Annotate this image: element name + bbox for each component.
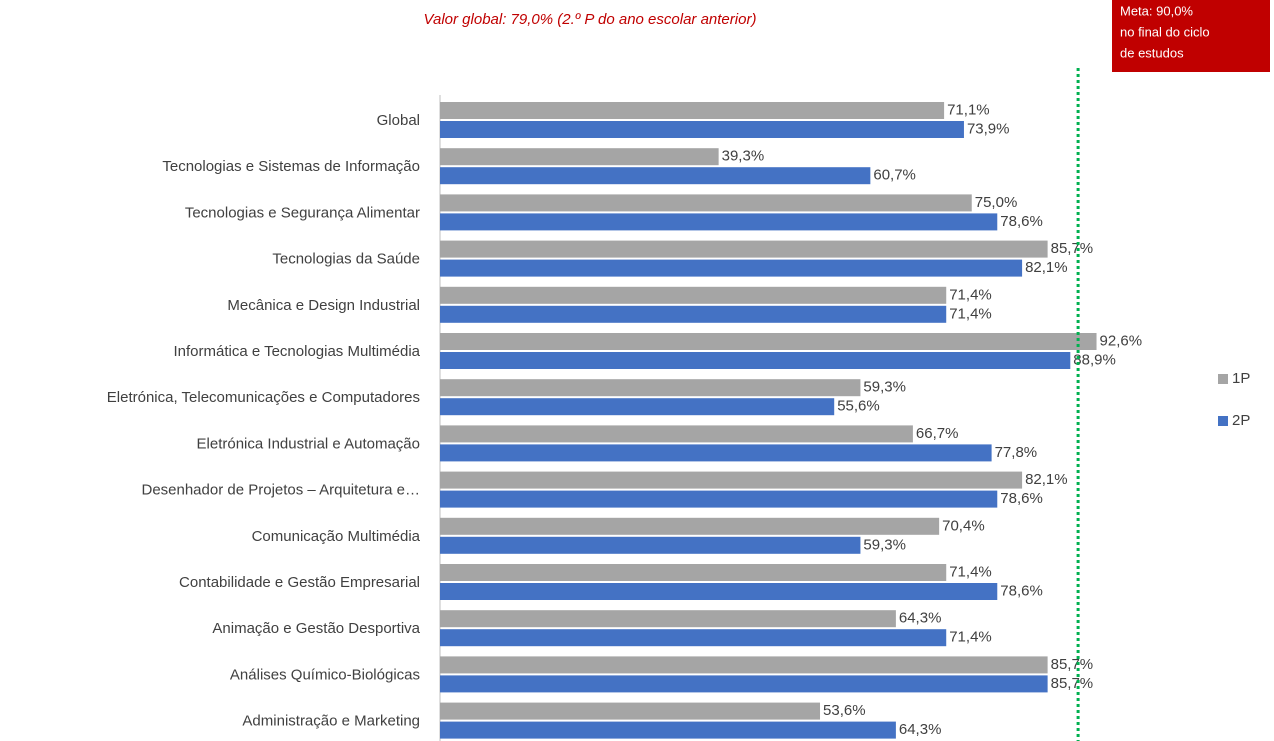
value-label: 70,4% (942, 517, 985, 534)
target-note: no final do ciclo (1120, 24, 1210, 39)
bar (440, 490, 998, 508)
value-label: 78,6% (1000, 490, 1043, 507)
value-label: 60,7% (873, 167, 916, 184)
y-tick-label: Tecnologias e Segurança Alimentar (185, 204, 420, 221)
value-label: 85,7% (1051, 240, 1094, 257)
y-tick-label: Análises Químico-Biológicas (230, 666, 420, 683)
y-tick-label: Global (377, 112, 420, 129)
legend-swatch (1218, 416, 1228, 426)
bar (440, 286, 947, 304)
bar (440, 721, 896, 739)
value-label: 71,4% (949, 286, 992, 303)
legend-swatch (1218, 374, 1228, 384)
value-label: 59,3% (863, 379, 906, 396)
y-tick-label: Contabilidade e Gestão Empresarial (179, 574, 420, 591)
bar (440, 444, 992, 462)
bar (440, 656, 1048, 674)
bar (440, 675, 1048, 693)
value-label: 85,7% (1051, 675, 1094, 692)
value-label: 82,1% (1025, 471, 1068, 488)
bar (440, 564, 947, 581)
legend-label: 2P (1232, 412, 1250, 429)
value-label: 64,3% (899, 610, 942, 627)
value-label: 64,3% (899, 721, 942, 738)
y-tick-label: Desenhador de Projetos – Arquitetura e… (141, 482, 420, 499)
y-tick-label: Administração e Marketing (242, 713, 420, 730)
value-label: 78,6% (1000, 213, 1043, 230)
bar (440, 379, 861, 397)
y-tick-label: Eletrónica, Telecomunicações e Computado… (107, 389, 420, 406)
bar (440, 517, 940, 535)
value-label: 73,9% (967, 120, 1010, 137)
value-label: 53,6% (823, 702, 866, 719)
value-label: 82,1% (1025, 259, 1068, 276)
value-label: 77,8% (995, 444, 1038, 461)
bar (440, 610, 896, 628)
value-label: 71,1% (947, 101, 990, 118)
bar (440, 259, 1023, 277)
legend-label: 1P (1232, 370, 1250, 387)
bar (440, 583, 998, 600)
target-note: Meta: 90,0% (1120, 3, 1193, 18)
bar (440, 102, 945, 119)
bar (440, 352, 1071, 369)
bar (440, 194, 972, 212)
y-tick-label: Comunicação Multimédia (252, 528, 421, 545)
y-tick-label: Tecnologias e Sistemas de Informação (162, 158, 420, 175)
target-note: de estudos (1120, 45, 1184, 60)
bar (440, 167, 871, 185)
value-label: 71,4% (949, 563, 992, 580)
bar (440, 702, 821, 720)
y-tick-label: Eletrónica Industrial e Automação (197, 435, 420, 452)
bar (440, 425, 913, 443)
bar (440, 398, 835, 416)
value-label: 78,6% (1000, 582, 1043, 599)
bar (440, 333, 1097, 350)
y-tick-label: Mecânica e Design Industrial (227, 297, 420, 314)
y-tick-label: Informática e Tecnologias Multimédia (173, 343, 420, 360)
value-label: 92,6% (1100, 332, 1143, 349)
value-label: 59,3% (863, 536, 906, 553)
value-label: 66,7% (916, 425, 959, 442)
bar (440, 471, 1023, 489)
value-label: 39,3% (722, 148, 765, 165)
y-tick-label: Animação e Gestão Desportiva (212, 620, 420, 637)
bar (440, 213, 998, 231)
value-label: 71,4% (949, 629, 992, 646)
y-tick-label: Tecnologias da Saúde (272, 251, 420, 268)
value-label: 88,9% (1073, 351, 1116, 368)
bar (440, 629, 947, 647)
bar (440, 305, 947, 323)
value-label: 55,6% (837, 398, 880, 415)
value-label: 75,0% (975, 194, 1018, 211)
value-label: 85,7% (1051, 656, 1094, 673)
bar (440, 240, 1048, 258)
target-box (1112, 0, 1270, 72)
chart-title: Valor global: 79,0% (2.º P do ano escola… (424, 11, 757, 28)
bar (440, 536, 861, 554)
bar (440, 148, 719, 166)
bar (440, 121, 964, 138)
value-label: 71,4% (949, 305, 992, 322)
